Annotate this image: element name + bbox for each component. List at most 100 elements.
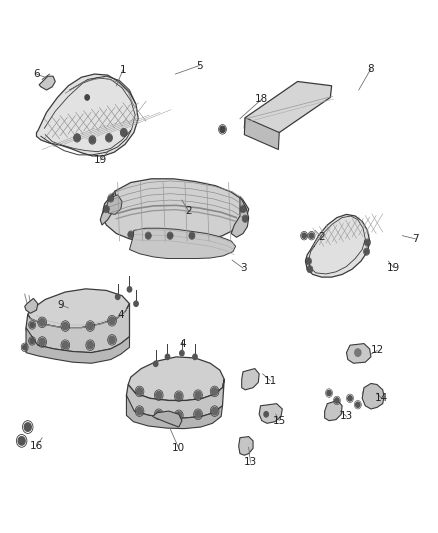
Polygon shape bbox=[102, 179, 249, 244]
Text: 3: 3 bbox=[240, 263, 246, 273]
Text: 2: 2 bbox=[318, 232, 325, 243]
Circle shape bbox=[180, 351, 184, 356]
Text: 16: 16 bbox=[30, 441, 43, 451]
Text: 4: 4 bbox=[117, 310, 124, 320]
Circle shape bbox=[30, 338, 34, 344]
Circle shape bbox=[129, 232, 133, 237]
Text: 9: 9 bbox=[58, 300, 64, 310]
Circle shape bbox=[241, 206, 245, 212]
Circle shape bbox=[348, 395, 352, 401]
Circle shape bbox=[356, 402, 360, 407]
Circle shape bbox=[109, 336, 115, 344]
Text: 7: 7 bbox=[412, 234, 419, 244]
Polygon shape bbox=[100, 191, 117, 225]
Text: 14: 14 bbox=[375, 393, 388, 403]
Circle shape bbox=[18, 437, 25, 445]
Circle shape bbox=[212, 407, 218, 415]
Circle shape bbox=[212, 387, 218, 395]
Text: 8: 8 bbox=[367, 64, 374, 74]
Polygon shape bbox=[26, 328, 130, 364]
Text: 13: 13 bbox=[244, 457, 257, 467]
Polygon shape bbox=[26, 304, 130, 353]
Circle shape bbox=[307, 266, 312, 272]
Text: 12: 12 bbox=[371, 345, 384, 356]
Text: 13: 13 bbox=[340, 411, 353, 422]
Circle shape bbox=[90, 137, 95, 143]
Circle shape bbox=[195, 391, 201, 399]
Polygon shape bbox=[36, 74, 138, 156]
Text: 15: 15 bbox=[272, 416, 286, 426]
Polygon shape bbox=[244, 82, 332, 133]
Circle shape bbox=[116, 294, 120, 300]
Circle shape bbox=[74, 135, 80, 141]
Circle shape bbox=[190, 233, 194, 238]
Circle shape bbox=[193, 354, 197, 360]
Circle shape bbox=[137, 407, 143, 415]
Circle shape bbox=[195, 410, 201, 418]
Polygon shape bbox=[305, 214, 370, 277]
Polygon shape bbox=[39, 76, 55, 90]
Polygon shape bbox=[127, 395, 223, 429]
Polygon shape bbox=[152, 411, 182, 427]
Text: 11: 11 bbox=[264, 376, 277, 386]
Text: 5: 5 bbox=[196, 61, 203, 70]
Circle shape bbox=[364, 249, 369, 254]
Circle shape bbox=[39, 338, 45, 346]
Circle shape bbox=[220, 126, 225, 133]
Circle shape bbox=[104, 206, 109, 212]
Circle shape bbox=[24, 423, 31, 431]
Polygon shape bbox=[106, 195, 122, 214]
Polygon shape bbox=[259, 403, 283, 423]
Circle shape bbox=[168, 233, 172, 238]
Circle shape bbox=[146, 233, 150, 238]
Circle shape bbox=[243, 216, 247, 221]
Circle shape bbox=[327, 390, 331, 395]
Circle shape bbox=[39, 319, 45, 326]
Circle shape bbox=[62, 342, 68, 349]
Circle shape bbox=[306, 259, 311, 264]
Circle shape bbox=[134, 301, 138, 306]
Circle shape bbox=[155, 410, 162, 418]
Circle shape bbox=[153, 361, 158, 367]
Polygon shape bbox=[242, 368, 259, 390]
Polygon shape bbox=[231, 196, 249, 237]
Circle shape bbox=[335, 398, 339, 403]
Circle shape bbox=[355, 349, 361, 357]
Circle shape bbox=[155, 391, 162, 399]
Circle shape bbox=[365, 240, 370, 245]
Text: 18: 18 bbox=[255, 94, 268, 104]
Text: 1: 1 bbox=[120, 65, 126, 75]
Circle shape bbox=[137, 387, 143, 395]
Text: 6: 6 bbox=[33, 69, 40, 79]
Circle shape bbox=[30, 322, 34, 328]
Circle shape bbox=[176, 392, 182, 400]
Circle shape bbox=[176, 411, 182, 419]
Polygon shape bbox=[346, 344, 371, 364]
Circle shape bbox=[87, 342, 93, 349]
Polygon shape bbox=[362, 383, 384, 409]
Circle shape bbox=[121, 130, 127, 136]
Circle shape bbox=[109, 196, 113, 201]
Polygon shape bbox=[325, 400, 342, 421]
Circle shape bbox=[165, 354, 170, 360]
Circle shape bbox=[62, 322, 68, 330]
Polygon shape bbox=[239, 437, 253, 455]
Circle shape bbox=[127, 287, 132, 292]
Text: 2: 2 bbox=[185, 206, 192, 216]
Circle shape bbox=[106, 135, 112, 141]
Polygon shape bbox=[28, 289, 130, 328]
Polygon shape bbox=[128, 357, 224, 400]
Circle shape bbox=[87, 322, 93, 330]
Circle shape bbox=[302, 233, 306, 238]
Text: 19: 19 bbox=[387, 263, 400, 272]
Circle shape bbox=[22, 345, 27, 350]
Polygon shape bbox=[130, 228, 236, 259]
Text: 19: 19 bbox=[94, 155, 107, 165]
Circle shape bbox=[109, 317, 115, 325]
Polygon shape bbox=[127, 379, 224, 418]
Text: 4: 4 bbox=[180, 338, 187, 349]
Circle shape bbox=[309, 233, 314, 238]
Circle shape bbox=[85, 95, 89, 100]
Polygon shape bbox=[25, 298, 38, 313]
Circle shape bbox=[264, 411, 268, 417]
